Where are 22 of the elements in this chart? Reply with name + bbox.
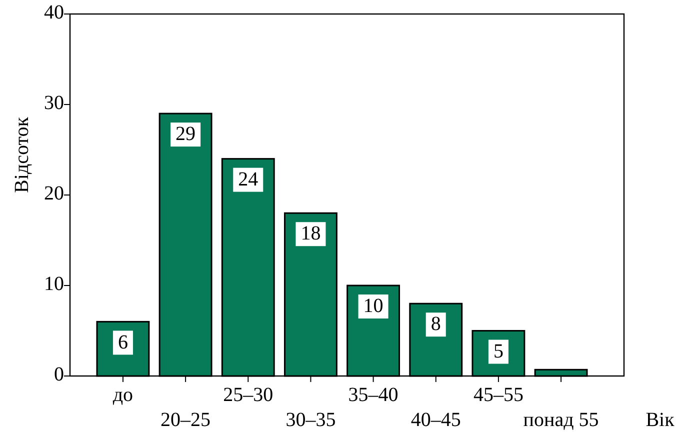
data-label: 18 bbox=[300, 222, 321, 245]
y-tick-label: 0 bbox=[54, 364, 64, 386]
x-tick-label: до bbox=[112, 384, 134, 406]
data-label: 8 bbox=[430, 313, 441, 336]
x-tick-label: 30–35 bbox=[286, 409, 336, 431]
y-tick-label: 30 bbox=[44, 92, 64, 114]
data-label: 29 bbox=[176, 123, 196, 146]
y-tick-label: 40 bbox=[44, 2, 64, 24]
x-tick-label: 25–30 bbox=[223, 384, 274, 406]
x-tick-label: 45–55 bbox=[473, 384, 524, 406]
x-tick-label: 35–40 bbox=[348, 384, 398, 406]
y-tick-label: 20 bbox=[44, 182, 64, 205]
data-label: 6 bbox=[118, 331, 128, 354]
data-label: 10 bbox=[363, 295, 384, 318]
x-tick-label: 40–45 bbox=[410, 409, 461, 431]
data-label: 24 bbox=[238, 168, 258, 190]
x-tick-label: понад 55 bbox=[523, 409, 599, 431]
y-axis-title: Відсоток bbox=[11, 116, 33, 193]
x-tick-label: 20–25 bbox=[160, 409, 211, 431]
x-axis-title: Вік bbox=[646, 409, 675, 431]
y-tick-label: 10 bbox=[44, 273, 64, 296]
data-label: 5 bbox=[493, 340, 504, 362]
